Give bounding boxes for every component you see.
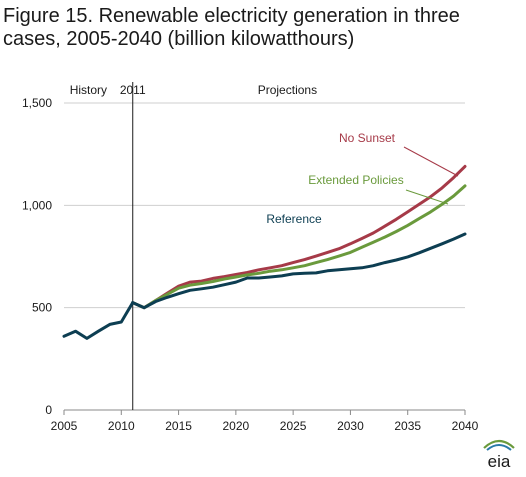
series-line-extended-policies (131, 184, 467, 310)
divider-year-label: 2011 (120, 83, 146, 97)
x-tick-label-2005: 2005 (51, 419, 78, 433)
logo-text: eia (488, 452, 511, 471)
series-line-no-sunset (131, 164, 467, 310)
x-tick-label-2040: 2040 (452, 419, 479, 433)
chart-title-line-2: cases, 2005-2040 (billion kilowatthours) (3, 28, 355, 50)
axes: 0 500 1,000 1,500 2005 2010 2015 2020 2025 2030 20… (22, 96, 479, 433)
series-label-extended-policies: Extended Policies (308, 173, 403, 187)
x-tick-label-2015: 2015 (165, 419, 192, 433)
series-label-reference: Reference (266, 212, 322, 226)
history-line (62, 301, 135, 340)
chart-title: Figure 15. Renewable electricity generat… (3, 5, 518, 51)
series-lines (62, 164, 467, 340)
annotations: No Sunset Extended Policies Reference (266, 131, 459, 226)
eia-logo: eia (483, 439, 515, 471)
y-tick-label-0: 0 (45, 403, 52, 417)
y-tick-label-1000: 1,000 (22, 198, 52, 212)
logo-arc-blue (486, 444, 512, 451)
y-tick-label-500: 500 (32, 301, 52, 315)
x-tick-label-2035: 2035 (394, 419, 421, 433)
chart-title-line-1: Figure 15. Renewable electricity generat… (3, 5, 460, 27)
leader-line-no-sunset (403, 146, 459, 177)
x-tick-label-2030: 2030 (337, 419, 364, 433)
projections-label: Projections (258, 83, 317, 97)
y-tick-label-1500: 1,500 (22, 96, 52, 110)
series-label-no-sunset: No Sunset (339, 131, 396, 145)
x-tick-label-2025: 2025 (280, 419, 307, 433)
leader-line-extended-policies (405, 189, 449, 205)
x-tick-label-2020: 2020 (223, 419, 250, 433)
history-projection-divider: 2011 History Projections (70, 82, 317, 410)
x-tick-label-2010: 2010 (108, 419, 135, 433)
series-line-reference (131, 232, 467, 310)
history-label: History (70, 83, 107, 97)
logo-arc-green (483, 439, 515, 449)
